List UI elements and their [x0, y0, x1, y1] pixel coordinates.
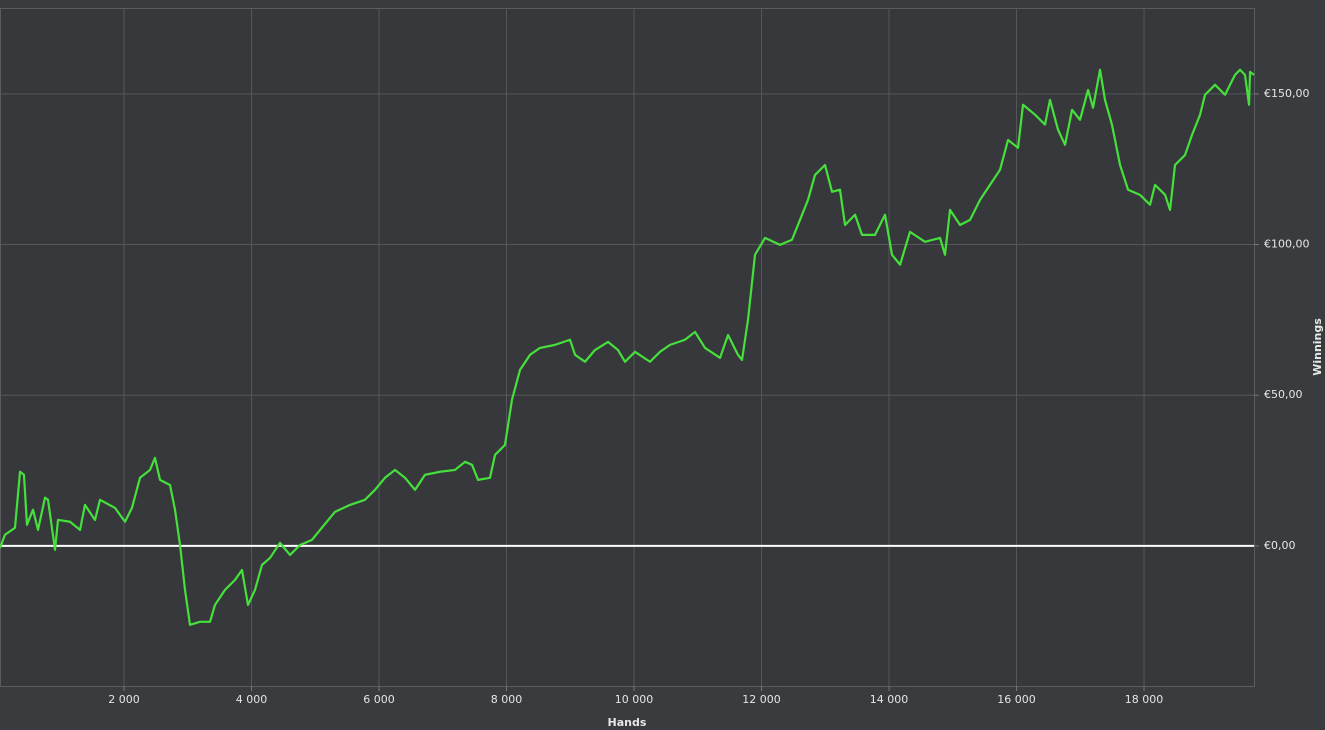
x-axis-title: Hands — [608, 716, 647, 729]
plot-area — [0, 8, 1255, 687]
x-tick-label: 8 000 — [491, 693, 523, 706]
x-tick-label: 2 000 — [108, 693, 140, 706]
x-tick-label: 10 000 — [615, 693, 654, 706]
x-tick-label: 12 000 — [742, 693, 781, 706]
y-axis-title: Winnings — [1311, 318, 1324, 376]
x-tick-label: 18 000 — [1125, 693, 1164, 706]
x-tick-label: 16 000 — [997, 693, 1036, 706]
x-tick-label: 14 000 — [870, 693, 909, 706]
y-tick-label: €50,00 — [1264, 388, 1303, 401]
x-tick-label: 6 000 — [363, 693, 395, 706]
y-tick-label: €100,00 — [1264, 238, 1310, 251]
y-tick-label: €150,00 — [1264, 87, 1310, 100]
series-line — [0, 68, 1255, 626]
x-tick-label: 4 000 — [236, 693, 268, 706]
y-tick-label: €0,00 — [1264, 539, 1296, 552]
